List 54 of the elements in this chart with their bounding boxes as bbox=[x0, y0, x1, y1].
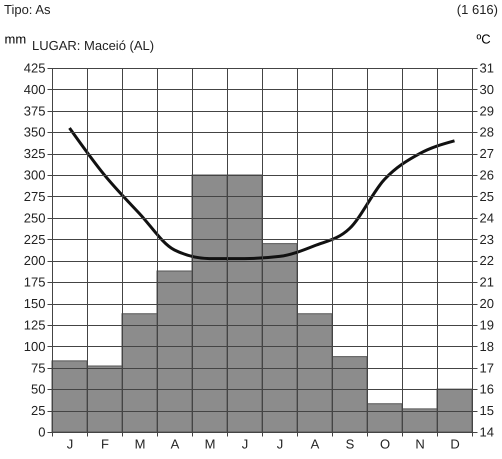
y-tick-label: 125 bbox=[24, 317, 46, 332]
y-axis-title: mm bbox=[4, 32, 26, 46]
y2-tick-label: 30 bbox=[480, 82, 494, 97]
x-tick-label: S bbox=[346, 436, 355, 452]
y-tick-label: 300 bbox=[24, 168, 46, 183]
y2-tick-label: 28 bbox=[480, 124, 494, 140]
x-tick-label: A bbox=[170, 436, 180, 452]
text: (1 616) bbox=[456, 2, 498, 17]
y-tick-label: 75 bbox=[31, 360, 46, 376]
y2-tick-label: 26 bbox=[480, 168, 494, 183]
y-tick-label: 100 bbox=[24, 338, 46, 354]
line-series bbox=[68, 126, 456, 260]
text: Tipo: As bbox=[4, 2, 51, 17]
y2-tick-label: 16 bbox=[480, 382, 494, 397]
y2-tick-label: 21 bbox=[480, 274, 494, 290]
y-tick-label: 250 bbox=[24, 210, 46, 226]
y2-tick-label: 19 bbox=[480, 317, 494, 332]
y2-tick-label: 31 bbox=[480, 60, 494, 76]
y2-tick-label: 20 bbox=[480, 296, 494, 312]
y2-tick-label: 17 bbox=[480, 360, 494, 376]
y2-axis-title: ºC bbox=[476, 32, 491, 46]
y2-tick-label: 22 bbox=[480, 253, 494, 268]
x-tick-label: O bbox=[380, 436, 390, 452]
x-tick-label: M bbox=[204, 436, 216, 452]
y2-tick-label: 23 bbox=[480, 232, 494, 247]
y2-tick-label: 18 bbox=[480, 338, 494, 354]
x-tick-label: J bbox=[66, 436, 74, 452]
x-tick-label: M bbox=[134, 436, 146, 452]
y-tick-label: 25 bbox=[31, 403, 46, 418]
y-tick-label: 200 bbox=[24, 253, 46, 268]
y2-tick-label: 24 bbox=[480, 210, 494, 226]
y2-tick-label: 25 bbox=[480, 188, 494, 204]
y-tick-label: 175 bbox=[24, 274, 46, 290]
x-tick-label: J bbox=[242, 436, 248, 452]
y2-tick-label: 29 bbox=[480, 103, 494, 118]
x-tick-label: J bbox=[276, 436, 284, 452]
y-tick-label: 375 bbox=[24, 103, 46, 118]
chart-title: LUGAR: Maceió (AL) bbox=[32, 38, 154, 53]
y-tick-label: 425 bbox=[24, 60, 46, 76]
y-tick-label: 150 bbox=[24, 296, 46, 312]
x-tick-label: N bbox=[415, 436, 425, 452]
y2-tick-label: 27 bbox=[480, 146, 494, 162]
y2-tick-label: 14 bbox=[480, 424, 494, 440]
x-tick-label: F bbox=[101, 436, 110, 452]
y-tick-label: 275 bbox=[24, 188, 46, 204]
y-tick-label: 400 bbox=[24, 82, 46, 97]
x-tick-label: A bbox=[310, 436, 320, 452]
x-tick-label: D bbox=[450, 436, 460, 452]
y-tick-label: 350 bbox=[24, 124, 46, 140]
y-tick-label: 225 bbox=[24, 232, 46, 247]
y-tick-label: 50 bbox=[31, 382, 46, 397]
y2-tick-label: 15 bbox=[480, 403, 494, 418]
y-tick-label: 325 bbox=[24, 146, 46, 162]
y-tick-label: 0 bbox=[38, 424, 46, 440]
